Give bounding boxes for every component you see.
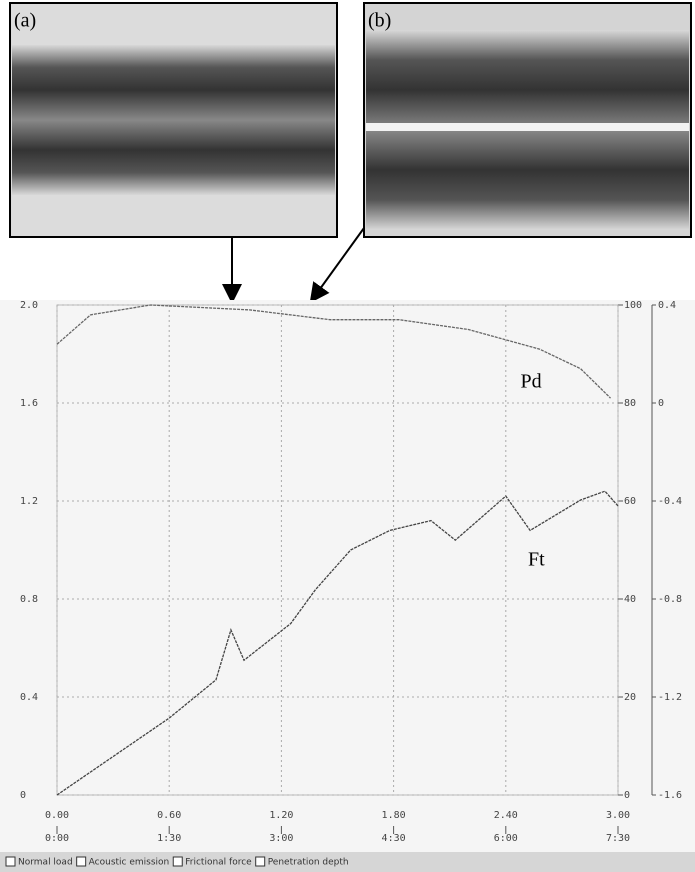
x-tick-label: 0.00 — [45, 810, 69, 821]
legend-checkbox — [76, 856, 87, 867]
x-tick-label: 1.80 — [382, 810, 406, 821]
legend-checkbox — [5, 856, 16, 867]
x-tick-label: 1.20 — [269, 810, 293, 821]
x-tick-label: 2.40 — [494, 810, 518, 821]
series-label: Ft — [528, 548, 545, 570]
chart-background — [0, 300, 695, 852]
chart: 0 0.4 0.8 1.2 1.6 2.0 0 20 40 60 80 100 -1.6 -1.2 -0.8… — [5, 300, 682, 868]
y3-tick-label: -0.8 — [658, 594, 682, 605]
x2-tick-label: 0:00 — [45, 833, 69, 844]
legend-checkbox — [255, 856, 266, 867]
y-tick-label: 1.2 — [20, 496, 38, 507]
series-label: Pd — [521, 371, 542, 393]
y2-tick-label: 80 — [624, 398, 636, 409]
x2-tick-label: 7:30 — [606, 833, 630, 844]
y-tick-label: 1.6 — [20, 398, 38, 409]
y2-tick-label: 0 — [624, 790, 630, 801]
y2-tick-label: 20 — [624, 692, 636, 703]
x-tick-label: 3.00 — [606, 810, 630, 821]
y2-tick-label: 40 — [624, 594, 636, 605]
y2-tick-label: 100 — [624, 300, 642, 311]
legend-checkbox — [172, 856, 183, 867]
legend-entry: Normal load — [18, 858, 73, 868]
x2-tick-label: 1:30 — [157, 833, 181, 844]
x2-tick-label: 4:30 — [382, 833, 406, 844]
photo-b — [363, 2, 692, 238]
y-tick-label: 0.8 — [20, 594, 38, 605]
panel-label: (b) — [368, 10, 391, 32]
y-tick-label: 2.0 — [20, 300, 38, 311]
y-tick-label: 0 — [20, 790, 26, 801]
panel-label: (a) — [14, 10, 36, 32]
photo-a — [9, 2, 338, 238]
legend-entry: Frictional force — [185, 858, 252, 868]
y3-tick-label: -0.4 — [658, 496, 682, 507]
y3-tick-label: 0.4 — [658, 300, 676, 311]
y3-tick-label: -1.6 — [658, 790, 682, 801]
legend-entry: Acoustic emission — [89, 858, 170, 868]
y3-tick-label: -1.2 — [658, 692, 682, 703]
y-tick-label: 0.4 — [20, 692, 38, 703]
legend-entry: Penetration depth — [268, 858, 349, 868]
series-line — [56, 304, 611, 399]
x-tick-label: 0.60 — [157, 810, 181, 821]
y3-tick-label: 0 — [658, 398, 664, 409]
arrow — [309, 227, 365, 304]
series-line — [56, 490, 619, 796]
x2-tick-label: 6:00 — [494, 833, 518, 844]
x2-tick-label: 3:00 — [269, 833, 293, 844]
y2-tick-label: 60 — [624, 496, 636, 507]
